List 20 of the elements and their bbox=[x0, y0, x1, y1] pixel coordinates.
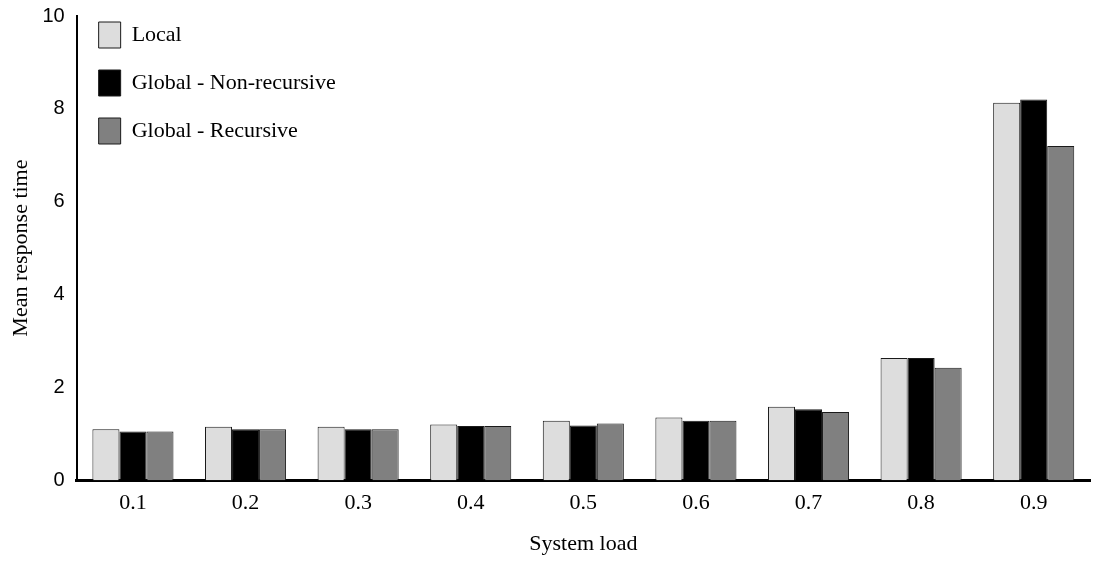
x-axis-title: System load bbox=[529, 529, 638, 555]
y-tick-label: 4 bbox=[53, 282, 65, 305]
y-tick-label: 0 bbox=[53, 467, 65, 490]
y-axis-title: Mean response time bbox=[6, 159, 32, 337]
x-tick-label: 0.2 bbox=[231, 489, 260, 515]
y-tick-label: 8 bbox=[53, 96, 65, 119]
y-tick-label: 10 bbox=[42, 3, 65, 26]
x-tick-label: 0.5 bbox=[569, 489, 598, 515]
y-tick-label: 6 bbox=[53, 189, 65, 212]
x-tick-label: 0.3 bbox=[344, 489, 372, 515]
x-tick-label: 0.1 bbox=[119, 489, 147, 515]
x-tick-label: 0.7 bbox=[794, 489, 823, 515]
legend-label: Local bbox=[131, 20, 182, 46]
x-tick-label: 0.4 bbox=[456, 489, 485, 515]
legend-label: Global - Non-recursive bbox=[131, 68, 336, 94]
x-tick-label: 0.6 bbox=[682, 489, 710, 515]
x-tick-label: 0.8 bbox=[907, 489, 935, 515]
legend-label: Global - Recursive bbox=[131, 116, 298, 142]
x-tick-label: 0.9 bbox=[1019, 489, 1048, 515]
y-tick-label: 2 bbox=[53, 374, 65, 397]
